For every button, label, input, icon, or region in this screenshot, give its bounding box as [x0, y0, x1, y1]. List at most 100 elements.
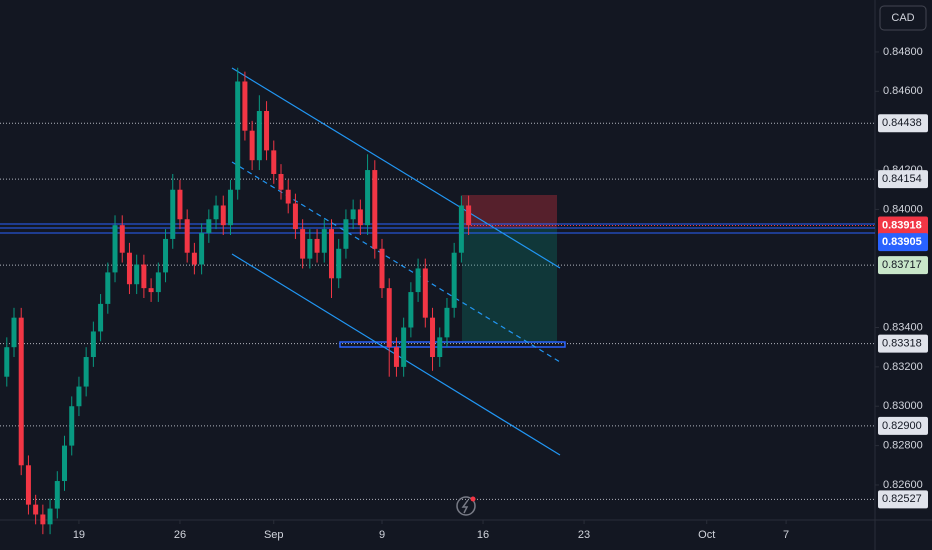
y-tick-label: 0.82800 [883, 440, 923, 452]
channel-upper [231, 67, 561, 269]
x-tick-label: 23 [578, 529, 590, 541]
candle-body [206, 219, 212, 234]
candle-body [220, 205, 226, 226]
x-tick-label: 26 [174, 529, 186, 541]
last-price-label: 0.83918 [882, 219, 922, 231]
target-zone [462, 228, 557, 343]
candle-body [321, 229, 327, 253]
candle-body [25, 465, 31, 505]
candle-body [386, 288, 392, 348]
y-tick-label: 0.84000 [883, 203, 923, 215]
x-tick-label: 16 [477, 529, 489, 541]
candle-body [328, 229, 334, 279]
y-tick-label: 0.84600 [883, 85, 923, 97]
candle-body [199, 233, 205, 265]
price-line-label: 0.84438 [882, 117, 922, 129]
candle-body [343, 219, 349, 249]
candle-body [191, 252, 197, 265]
candle-body [235, 81, 241, 190]
candle-body [256, 111, 262, 161]
candle-body [76, 386, 82, 407]
candle-body [278, 173, 284, 190]
candle-body [365, 170, 371, 226]
y-tick-label: 0.82600 [883, 479, 923, 491]
x-tick-label: 19 [73, 529, 85, 541]
x-tick-label: Sep [264, 529, 284, 541]
candle-body [451, 252, 457, 308]
candle-body [54, 481, 60, 509]
candle-body [126, 252, 132, 285]
alert-icon[interactable] [456, 496, 476, 516]
candle-body [466, 205, 472, 226]
candle-body [213, 205, 219, 220]
candle-body [177, 189, 183, 220]
candle-body [18, 317, 24, 466]
candle-body [69, 406, 75, 446]
candle-body [415, 268, 421, 293]
stop-zone [462, 195, 557, 228]
y-tick-label: 0.83200 [883, 361, 923, 373]
candle-body [170, 189, 176, 239]
candle-body [163, 238, 169, 273]
candle-body [372, 170, 378, 249]
candle-body [90, 331, 96, 358]
currency-button[interactable]: CAD [879, 5, 927, 31]
candle-body [47, 508, 53, 525]
price-line-label: 0.82900 [882, 420, 922, 432]
y-tick-label: 0.84800 [883, 46, 923, 58]
candle-body [336, 248, 342, 279]
candle-body [393, 347, 399, 367]
candle-body [249, 130, 255, 161]
candle-body [408, 292, 414, 328]
y-tick-label: 0.83400 [883, 321, 923, 333]
drawings [0, 67, 875, 456]
candle-body [119, 225, 125, 253]
candle-body [242, 81, 248, 131]
candle-body [430, 317, 436, 358]
price-line-label-box [878, 256, 928, 275]
price-line-label: 0.84154 [882, 173, 922, 185]
candle-body [264, 111, 270, 151]
candle-body [379, 248, 385, 289]
alert-bolt [461, 499, 469, 514]
y-tick-label: 0.83000 [883, 400, 923, 412]
candle-body [4, 347, 10, 377]
candle-body [40, 514, 46, 525]
candle-body [271, 150, 277, 174]
candle-body [155, 272, 161, 293]
currency-label: CAD [891, 12, 914, 24]
second-price-box [878, 233, 928, 252]
candle-body [11, 317, 17, 348]
candle-body [227, 189, 233, 226]
candle-body [141, 264, 147, 289]
x-tick-label: 9 [379, 529, 385, 541]
candle-body [307, 238, 313, 259]
candle-body [357, 209, 363, 226]
price-line-label: 0.83717 [882, 259, 922, 271]
candle-body [98, 303, 104, 332]
candle-body [458, 205, 464, 253]
second-price-label: 0.83905 [882, 236, 922, 248]
price-line-label-box [878, 114, 928, 133]
candle-body [83, 357, 89, 387]
candle-body [62, 445, 68, 482]
candle-body [33, 504, 39, 515]
price-line-label: 0.82527 [882, 493, 922, 505]
price-line-label-box [878, 170, 928, 189]
support-zone [339, 341, 566, 348]
candle-body [444, 307, 450, 338]
candle-body [134, 264, 140, 285]
currency-box[interactable] [879, 5, 927, 31]
alert-circle[interactable] [456, 496, 476, 516]
price-line-label-box [878, 334, 928, 353]
candle-body [184, 219, 190, 253]
price-line-label: 0.83318 [882, 338, 922, 350]
x-tick-label: Oct [698, 529, 715, 541]
candle-body [350, 209, 356, 220]
price-line-label-box [878, 416, 928, 435]
candle-body [314, 238, 320, 253]
candle-body [437, 337, 443, 358]
price-line-label-box [878, 490, 928, 509]
